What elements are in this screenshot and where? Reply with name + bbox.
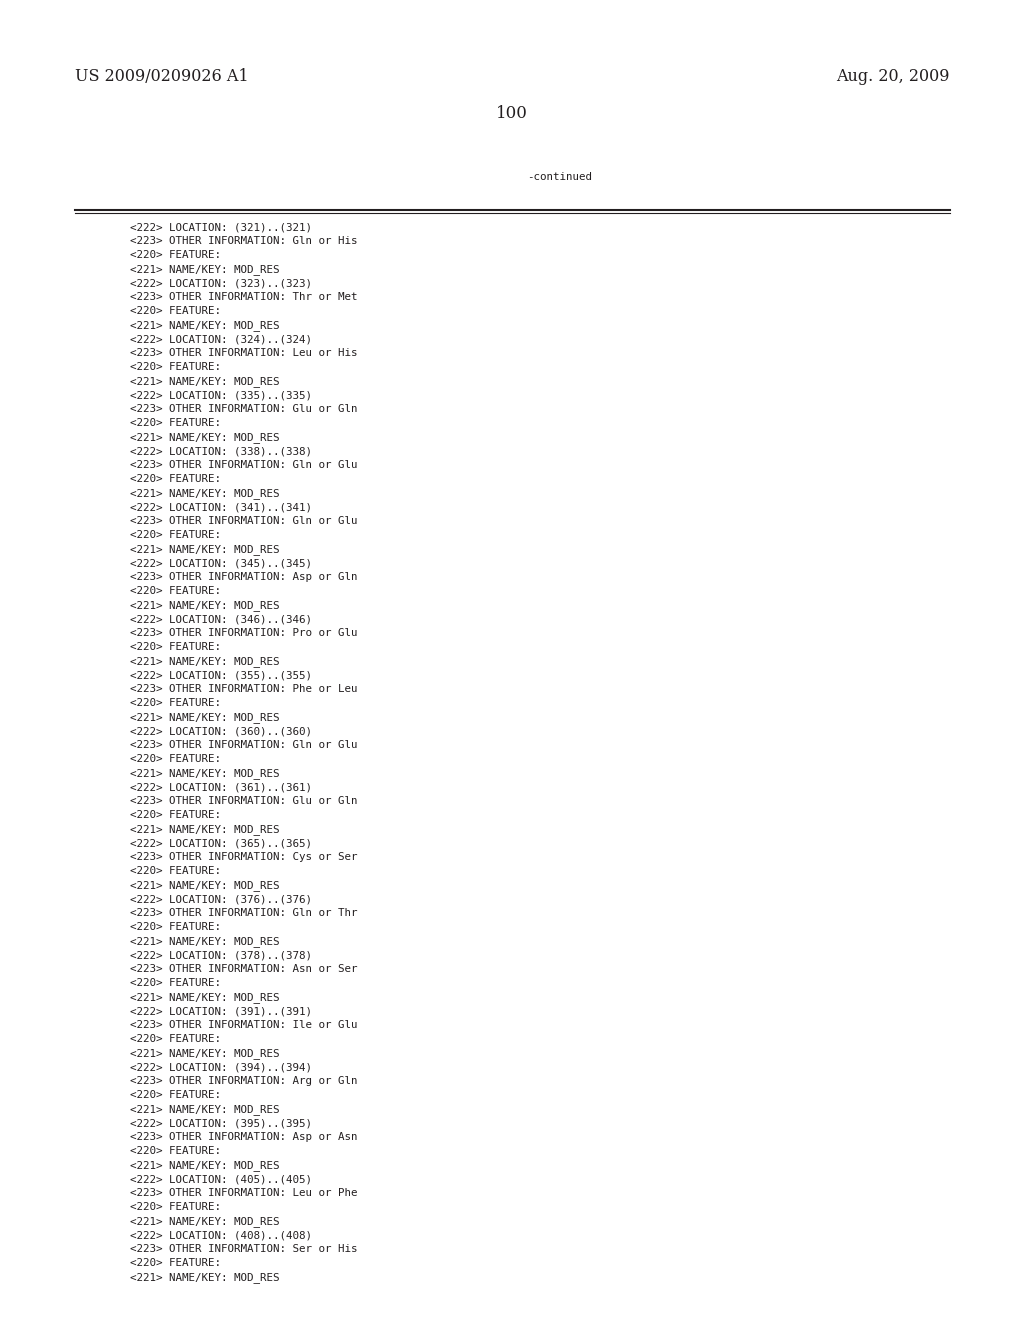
Text: <221> NAME/KEY: MOD_RES: <221> NAME/KEY: MOD_RES	[130, 880, 280, 891]
Text: <222> LOCATION: (394)..(394): <222> LOCATION: (394)..(394)	[130, 1063, 312, 1072]
Text: <223> OTHER INFORMATION: Leu or His: <223> OTHER INFORMATION: Leu or His	[130, 348, 357, 358]
Text: <221> NAME/KEY: MOD_RES: <221> NAME/KEY: MOD_RES	[130, 264, 280, 275]
Text: <220> FEATURE:: <220> FEATURE:	[130, 1203, 221, 1212]
Text: <220> FEATURE:: <220> FEATURE:	[130, 418, 221, 428]
Text: <222> LOCATION: (355)..(355): <222> LOCATION: (355)..(355)	[130, 671, 312, 680]
Text: <223> OTHER INFORMATION: Leu or Phe: <223> OTHER INFORMATION: Leu or Phe	[130, 1188, 357, 1199]
Text: <221> NAME/KEY: MOD_RES: <221> NAME/KEY: MOD_RES	[130, 768, 280, 779]
Text: <220> FEATURE:: <220> FEATURE:	[130, 810, 221, 820]
Text: <221> NAME/KEY: MOD_RES: <221> NAME/KEY: MOD_RES	[130, 1104, 280, 1115]
Text: <220> FEATURE:: <220> FEATURE:	[130, 1258, 221, 1269]
Text: <221> NAME/KEY: MOD_RES: <221> NAME/KEY: MOD_RES	[130, 824, 280, 836]
Text: <223> OTHER INFORMATION: Arg or Gln: <223> OTHER INFORMATION: Arg or Gln	[130, 1076, 357, 1086]
Text: <222> LOCATION: (321)..(321): <222> LOCATION: (321)..(321)	[130, 222, 312, 232]
Text: <222> LOCATION: (405)..(405): <222> LOCATION: (405)..(405)	[130, 1173, 312, 1184]
Text: <220> FEATURE:: <220> FEATURE:	[130, 531, 221, 540]
Text: <222> LOCATION: (338)..(338): <222> LOCATION: (338)..(338)	[130, 446, 312, 455]
Text: <223> OTHER INFORMATION: Gln or Glu: <223> OTHER INFORMATION: Gln or Glu	[130, 741, 357, 750]
Text: <223> OTHER INFORMATION: Asp or Gln: <223> OTHER INFORMATION: Asp or Gln	[130, 572, 357, 582]
Text: -continued: -continued	[527, 172, 593, 182]
Text: <220> FEATURE:: <220> FEATURE:	[130, 474, 221, 484]
Text: <220> FEATURE:: <220> FEATURE:	[130, 866, 221, 876]
Text: <220> FEATURE:: <220> FEATURE:	[130, 362, 221, 372]
Text: <223> OTHER INFORMATION: Glu or Gln: <223> OTHER INFORMATION: Glu or Gln	[130, 404, 357, 414]
Text: US 2009/0209026 A1: US 2009/0209026 A1	[75, 69, 249, 84]
Text: <220> FEATURE:: <220> FEATURE:	[130, 978, 221, 987]
Text: <223> OTHER INFORMATION: Ile or Glu: <223> OTHER INFORMATION: Ile or Glu	[130, 1020, 357, 1030]
Text: <223> OTHER INFORMATION: Gln or Glu: <223> OTHER INFORMATION: Gln or Glu	[130, 516, 357, 525]
Text: <222> LOCATION: (341)..(341): <222> LOCATION: (341)..(341)	[130, 502, 312, 512]
Text: <220> FEATURE:: <220> FEATURE:	[130, 698, 221, 708]
Text: <221> NAME/KEY: MOD_RES: <221> NAME/KEY: MOD_RES	[130, 711, 280, 723]
Text: <223> OTHER INFORMATION: Gln or Glu: <223> OTHER INFORMATION: Gln or Glu	[130, 459, 357, 470]
Text: <222> LOCATION: (391)..(391): <222> LOCATION: (391)..(391)	[130, 1006, 312, 1016]
Text: <222> LOCATION: (345)..(345): <222> LOCATION: (345)..(345)	[130, 558, 312, 568]
Text: <221> NAME/KEY: MOD_RES: <221> NAME/KEY: MOD_RES	[130, 1272, 280, 1283]
Text: <222> LOCATION: (395)..(395): <222> LOCATION: (395)..(395)	[130, 1118, 312, 1129]
Text: <222> LOCATION: (323)..(323): <222> LOCATION: (323)..(323)	[130, 279, 312, 288]
Text: <221> NAME/KEY: MOD_RES: <221> NAME/KEY: MOD_RES	[130, 319, 280, 331]
Text: 100: 100	[496, 106, 528, 121]
Text: <220> FEATURE:: <220> FEATURE:	[130, 754, 221, 764]
Text: <222> LOCATION: (378)..(378): <222> LOCATION: (378)..(378)	[130, 950, 312, 960]
Text: <221> NAME/KEY: MOD_RES: <221> NAME/KEY: MOD_RES	[130, 936, 280, 946]
Text: <223> OTHER INFORMATION: Cys or Ser: <223> OTHER INFORMATION: Cys or Ser	[130, 851, 357, 862]
Text: <223> OTHER INFORMATION: Gln or Thr: <223> OTHER INFORMATION: Gln or Thr	[130, 908, 357, 917]
Text: <222> LOCATION: (376)..(376): <222> LOCATION: (376)..(376)	[130, 894, 312, 904]
Text: <222> LOCATION: (335)..(335): <222> LOCATION: (335)..(335)	[130, 389, 312, 400]
Text: <223> OTHER INFORMATION: Asp or Asn: <223> OTHER INFORMATION: Asp or Asn	[130, 1133, 357, 1142]
Text: <221> NAME/KEY: MOD_RES: <221> NAME/KEY: MOD_RES	[130, 993, 280, 1003]
Text: <220> FEATURE:: <220> FEATURE:	[130, 642, 221, 652]
Text: <221> NAME/KEY: MOD_RES: <221> NAME/KEY: MOD_RES	[130, 1216, 280, 1226]
Text: <223> OTHER INFORMATION: Pro or Glu: <223> OTHER INFORMATION: Pro or Glu	[130, 628, 357, 638]
Text: <223> OTHER INFORMATION: Gln or His: <223> OTHER INFORMATION: Gln or His	[130, 236, 357, 246]
Text: <220> FEATURE:: <220> FEATURE:	[130, 586, 221, 597]
Text: <220> FEATURE:: <220> FEATURE:	[130, 1034, 221, 1044]
Text: <221> NAME/KEY: MOD_RES: <221> NAME/KEY: MOD_RES	[130, 376, 280, 387]
Text: <223> OTHER INFORMATION: Asn or Ser: <223> OTHER INFORMATION: Asn or Ser	[130, 964, 357, 974]
Text: <223> OTHER INFORMATION: Thr or Met: <223> OTHER INFORMATION: Thr or Met	[130, 292, 357, 302]
Text: <221> NAME/KEY: MOD_RES: <221> NAME/KEY: MOD_RES	[130, 1160, 280, 1171]
Text: <221> NAME/KEY: MOD_RES: <221> NAME/KEY: MOD_RES	[130, 544, 280, 554]
Text: <223> OTHER INFORMATION: Glu or Gln: <223> OTHER INFORMATION: Glu or Gln	[130, 796, 357, 807]
Text: <220> FEATURE:: <220> FEATURE:	[130, 249, 221, 260]
Text: <223> OTHER INFORMATION: Ser or His: <223> OTHER INFORMATION: Ser or His	[130, 1243, 357, 1254]
Text: <223> OTHER INFORMATION: Phe or Leu: <223> OTHER INFORMATION: Phe or Leu	[130, 684, 357, 694]
Text: <220> FEATURE:: <220> FEATURE:	[130, 1146, 221, 1156]
Text: <221> NAME/KEY: MOD_RES: <221> NAME/KEY: MOD_RES	[130, 656, 280, 667]
Text: <222> LOCATION: (408)..(408): <222> LOCATION: (408)..(408)	[130, 1230, 312, 1239]
Text: <221> NAME/KEY: MOD_RES: <221> NAME/KEY: MOD_RES	[130, 488, 280, 499]
Text: <221> NAME/KEY: MOD_RES: <221> NAME/KEY: MOD_RES	[130, 1048, 280, 1059]
Text: <222> LOCATION: (324)..(324): <222> LOCATION: (324)..(324)	[130, 334, 312, 345]
Text: <222> LOCATION: (360)..(360): <222> LOCATION: (360)..(360)	[130, 726, 312, 737]
Text: <220> FEATURE:: <220> FEATURE:	[130, 921, 221, 932]
Text: <221> NAME/KEY: MOD_RES: <221> NAME/KEY: MOD_RES	[130, 601, 280, 611]
Text: <220> FEATURE:: <220> FEATURE:	[130, 306, 221, 315]
Text: <222> LOCATION: (361)..(361): <222> LOCATION: (361)..(361)	[130, 781, 312, 792]
Text: <220> FEATURE:: <220> FEATURE:	[130, 1090, 221, 1100]
Text: <222> LOCATION: (346)..(346): <222> LOCATION: (346)..(346)	[130, 614, 312, 624]
Text: <221> NAME/KEY: MOD_RES: <221> NAME/KEY: MOD_RES	[130, 432, 280, 444]
Text: <222> LOCATION: (365)..(365): <222> LOCATION: (365)..(365)	[130, 838, 312, 847]
Text: Aug. 20, 2009: Aug. 20, 2009	[837, 69, 950, 84]
